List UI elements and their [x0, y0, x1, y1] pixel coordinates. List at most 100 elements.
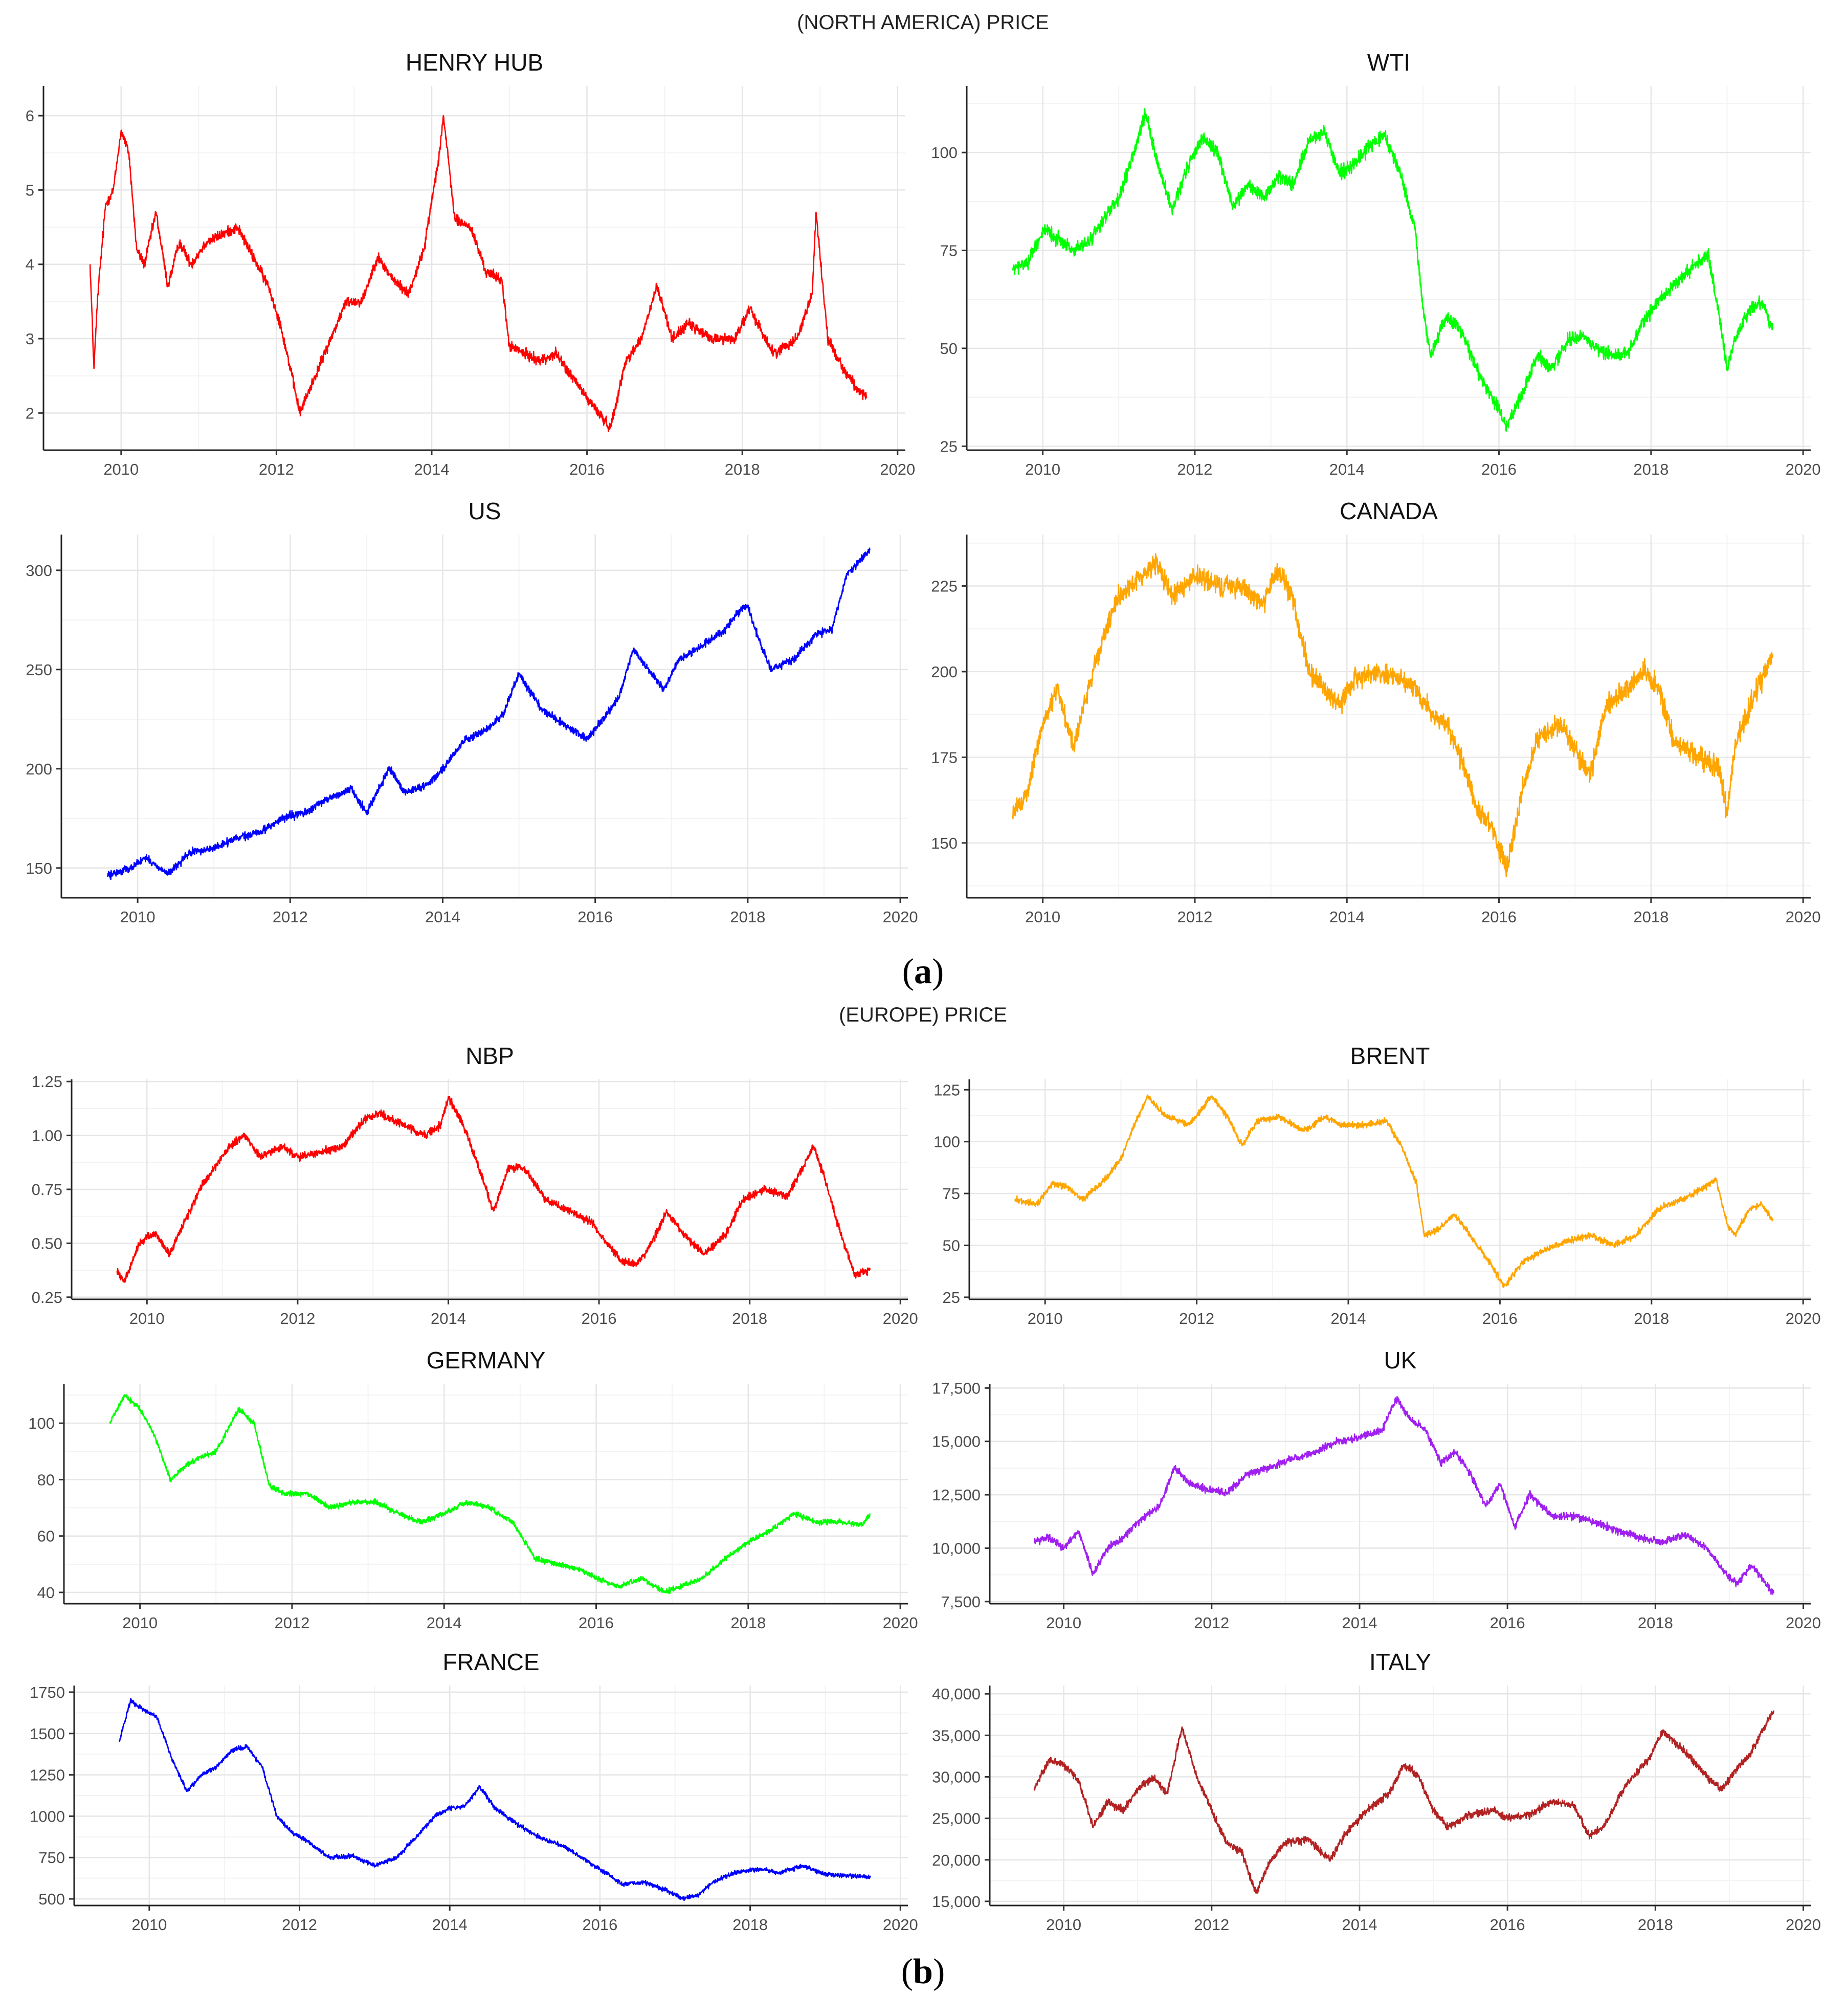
- x-tick-label: 2014: [1329, 460, 1365, 478]
- caption-b-open: (: [901, 1952, 914, 1991]
- y-tick-label: 17,500: [932, 1379, 981, 1397]
- series-line-henry-hub: [89, 115, 868, 432]
- y-tick-label: 1.00: [32, 1127, 62, 1145]
- x-tick-label: 2018: [1638, 1614, 1673, 1632]
- chart-uk: 2010 2012 2014 2016 2018 2020 7,500 10,000 12,50…: [932, 1347, 1821, 1632]
- x-tick-label: 2012: [1177, 460, 1212, 478]
- x-tick-label: 2014: [427, 1614, 462, 1632]
- y-tick-label: 35,000: [932, 1726, 981, 1744]
- x-tick-label: 2012: [274, 1614, 309, 1632]
- caption-a-close: ): [932, 952, 944, 991]
- x-tick-label: 2020: [883, 908, 918, 926]
- y-tick-label: 125: [933, 1081, 960, 1099]
- chart-us: 2010 2012 2014 2016 2018 2020 150 200 250 300 US: [26, 498, 918, 926]
- y-tick-label: 0.50: [32, 1234, 62, 1252]
- y-tick-label: 40: [37, 1584, 55, 1602]
- x-tick-label: 2016: [1481, 460, 1517, 478]
- y-tick-label: 150: [931, 834, 958, 852]
- y-tick-label: 50: [940, 340, 958, 358]
- y-tick-label: 25: [940, 437, 958, 455]
- x-tick-label: 2018: [1634, 1310, 1669, 1327]
- series-line-france: [118, 1698, 871, 1901]
- y-tick-label: 75: [943, 1185, 960, 1203]
- caption-a: (a): [0, 951, 1846, 992]
- y-tick-label: 200: [931, 663, 958, 681]
- y-tick-label: 80: [37, 1471, 55, 1489]
- chart-germany: 2010 2012 2014 2016 2018 2020 40 60 80 100 GERMANY: [28, 1347, 918, 1632]
- x-tick-label: 2012: [259, 460, 294, 478]
- x-tick-label: 2010: [120, 908, 155, 926]
- series-line-uk: [1033, 1395, 1774, 1595]
- x-tick-label: 2010: [1046, 1916, 1081, 1934]
- x-tick-label: 2018: [1638, 1916, 1673, 1934]
- y-tick-label: 20,000: [932, 1851, 981, 1869]
- chart-canada: 2010 2012 2014 2016 2018 2020 150 175 200 225 CANA…: [931, 498, 1820, 926]
- y-tick-label: 200: [26, 760, 52, 778]
- x-tick-label: 2014: [425, 908, 460, 926]
- x-tick-label: 2014: [432, 1916, 468, 1934]
- x-tick-label: 2012: [1194, 1614, 1229, 1632]
- y-tick-label: 1500: [30, 1725, 65, 1743]
- y-tick-label: 3: [26, 330, 34, 348]
- x-tick-label: 2020: [1786, 1310, 1821, 1327]
- chart-title-wti: WTI: [1367, 49, 1410, 76]
- x-tick-label: 2014: [431, 1310, 466, 1327]
- x-tick-label: 2016: [569, 460, 605, 478]
- series-line-germany: [109, 1394, 871, 1594]
- x-tick-label: 2016: [582, 1916, 617, 1934]
- chart-title-germany: GERMANY: [427, 1347, 546, 1373]
- x-tick-label: 2010: [1025, 460, 1060, 478]
- x-tick-label: 2016: [1490, 1614, 1525, 1632]
- x-tick-label: 2016: [1490, 1916, 1525, 1934]
- y-tick-label: 15,000: [932, 1433, 981, 1451]
- y-tick-label: 1000: [30, 1807, 65, 1825]
- y-tick-label: 12,500: [932, 1486, 981, 1504]
- y-tick-label: 300: [26, 562, 52, 580]
- series-line-nbp: [116, 1096, 871, 1283]
- y-tick-label: 15,000: [932, 1893, 981, 1911]
- x-tick-label: 2016: [582, 1310, 617, 1327]
- x-tick-label: 2020: [1786, 1614, 1821, 1632]
- y-tick-label: 150: [26, 859, 52, 877]
- x-tick-label: 2012: [280, 1310, 315, 1327]
- chart-nbp: 2010 2012 2014 2016 2018 2020 0.25 0.50 0.75 1.00…: [32, 1043, 918, 1327]
- x-tick-label: 2012: [273, 908, 308, 926]
- x-tick-label: 2018: [1633, 908, 1669, 926]
- y-tick-label: 1250: [30, 1766, 65, 1784]
- y-tick-label: 30,000: [932, 1768, 981, 1786]
- series-line-brent: [1014, 1094, 1774, 1289]
- x-tick-label: 2014: [414, 460, 450, 478]
- chart-title-canada: CANADA: [1340, 498, 1438, 524]
- caption-b-letter: b: [913, 1952, 933, 1991]
- series-line-italy: [1033, 1710, 1774, 1894]
- x-tick-label: 2020: [1786, 908, 1821, 926]
- y-tick-label: 60: [37, 1527, 55, 1545]
- caption-a-letter: a: [914, 952, 932, 991]
- y-tick-label: 25: [943, 1289, 960, 1306]
- x-tick-label: 2016: [1482, 1310, 1518, 1327]
- x-tick-label: 2018: [1633, 460, 1669, 478]
- x-tick-label: 2010: [131, 1916, 167, 1934]
- x-tick-label: 2010: [1025, 908, 1060, 926]
- y-tick-label: 6: [26, 107, 34, 125]
- x-tick-label: 2014: [1342, 1916, 1377, 1934]
- y-tick-label: 0.25: [32, 1289, 62, 1306]
- y-tick-label: 50: [943, 1237, 960, 1255]
- y-tick-label: 2: [26, 404, 34, 422]
- chart-title-brent: BRENT: [1350, 1043, 1430, 1069]
- y-tick-label: 225: [931, 577, 958, 595]
- caption-b: (b): [0, 1952, 1846, 1992]
- x-tick-label: 2012: [1177, 908, 1212, 926]
- y-tick-label: 4: [26, 256, 34, 274]
- chart-title-italy: ITALY: [1369, 1649, 1431, 1675]
- x-tick-label: 2010: [1046, 1614, 1081, 1632]
- chart-title-uk: UK: [1384, 1347, 1417, 1373]
- x-tick-label: 2016: [579, 1614, 614, 1632]
- chart-france: 2010 2012 2014 2016 2018 2020 500 750 1000 1250 15…: [30, 1649, 918, 1934]
- y-tick-label: 10,000: [932, 1539, 981, 1557]
- section-a-title: (NORTH AMERICA) PRICE: [797, 11, 1049, 34]
- x-tick-label: 2014: [1342, 1614, 1377, 1632]
- y-tick-label: 175: [931, 748, 958, 766]
